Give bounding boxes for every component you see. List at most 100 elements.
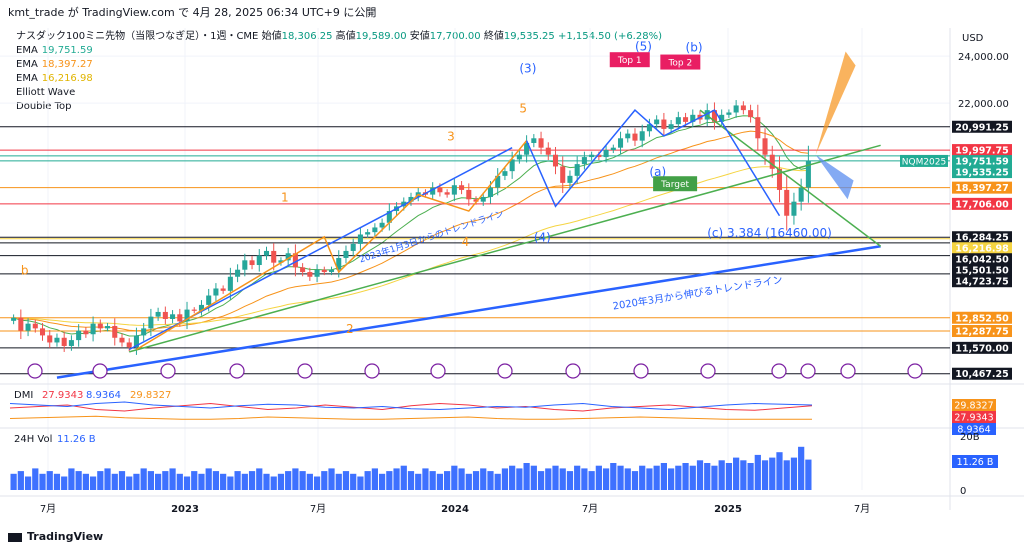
target-badge-label: Target	[660, 180, 689, 190]
volume-bar	[61, 476, 68, 490]
volume-bar	[501, 468, 509, 490]
candle-body	[581, 157, 587, 165]
elliott-wave-blue	[525, 109, 781, 217]
indicator-ema-3[interactable]: EMA 16,216.98	[16, 72, 662, 86]
indicator-elliott-wave[interactable]: Elliott Wave	[16, 86, 662, 100]
volume-bar	[415, 473, 422, 490]
candle-body	[683, 117, 689, 122]
event-marker-icon	[297, 363, 313, 379]
price-tag-label: 14,723.75	[955, 277, 1009, 288]
volume-bar	[451, 465, 458, 490]
price-tag	[952, 341, 1012, 354]
chart-canvas[interactable]: b 1 2 3 4 5 (3) (4) (5) (a) (b) (c) 3.384 (16460.00…	[0, 22, 1024, 528]
volume-bar	[292, 468, 299, 490]
price-tick: 22,000.00	[958, 99, 1009, 110]
candle-body	[126, 342, 132, 348]
volume-bar	[89, 476, 97, 490]
candle-body	[690, 114, 696, 122]
volume-bar	[660, 463, 667, 490]
volume-bar	[191, 471, 198, 490]
candle-body	[495, 175, 501, 188]
candle-body	[18, 317, 24, 331]
volume-bar	[537, 471, 545, 490]
candle-body	[719, 114, 725, 122]
volume-bar	[805, 459, 812, 490]
symbol-badge-label: NQM2025	[902, 157, 947, 167]
indicator-name: Elliott Wave	[16, 87, 76, 98]
indicator-ema-1[interactable]: EMA 19,751.59	[16, 44, 662, 58]
volume-bar	[682, 463, 689, 490]
tradingview-logo: TradingView	[8, 530, 103, 543]
event-marker-icon	[430, 363, 446, 379]
volume-bar	[566, 471, 574, 490]
trendline-2020-label: 2020年3月から伸びるトレンドライン	[612, 273, 784, 313]
time-tick: 7月	[582, 503, 598, 515]
publish-caption: kmt_trade が TradingView.com で 4月 28, 202…	[8, 6, 377, 19]
candle-body	[61, 337, 67, 346]
indicator-ema-2[interactable]: EMA 18,397.27	[16, 58, 662, 72]
volume-bar	[75, 471, 82, 490]
volume-bar	[104, 468, 111, 490]
volume-bar	[321, 471, 328, 490]
candle-body	[466, 189, 472, 200]
volume-bar	[798, 446, 805, 490]
volume-bar	[39, 473, 46, 490]
volume-bar	[342, 471, 350, 490]
volume-bar	[545, 468, 552, 490]
price-tag	[952, 325, 1012, 338]
indicator-double-top[interactable]: Double Top	[16, 100, 662, 114]
volume-bar	[436, 473, 444, 490]
volume-bar	[313, 476, 321, 490]
brand-name: TradingView	[27, 530, 104, 543]
price-tag	[952, 181, 1012, 194]
candle-body	[502, 171, 508, 176]
candle-body	[632, 133, 638, 141]
top-badge	[660, 54, 701, 70]
dmi-pane[interactable]: DMI 27.9343 8.9364 29.832729.832727.93438.9…	[9, 390, 996, 436]
candle-body	[567, 175, 573, 183]
dmi-line	[9, 402, 813, 412]
ema-line	[13, 115, 809, 337]
volume-bar	[17, 471, 24, 490]
candle-body	[524, 142, 530, 155]
event-marker-icon	[497, 363, 513, 379]
volume-pane[interactable]: 24H Vol 11.26 B 20B 0 11.26 B	[10, 432, 999, 497]
candle-body	[170, 314, 176, 319]
candle-body	[141, 328, 147, 336]
candle-body	[487, 187, 494, 197]
price-tag-label: 12,287.75	[955, 327, 1009, 338]
volume-bar	[740, 460, 747, 490]
top-badge-label: Top 1	[617, 56, 642, 66]
candle-body	[726, 112, 732, 115]
candle-body	[661, 119, 667, 129]
time-tick: 7月	[310, 503, 326, 515]
volume-bar	[523, 463, 530, 490]
volume-bar	[176, 473, 183, 490]
volume-bar	[205, 468, 212, 490]
price-tag-label: 11,570.00	[955, 343, 1009, 354]
volume-bar	[371, 468, 378, 490]
volume-bar	[169, 468, 176, 490]
volume-bar	[769, 457, 776, 490]
wave-label: b	[21, 263, 29, 277]
candle-body	[733, 105, 739, 113]
volume-bar	[263, 473, 270, 490]
dmi-label: DMI	[14, 390, 33, 401]
volume-bar	[68, 468, 75, 490]
dmi-scale-tag	[952, 423, 996, 435]
volume-bar	[335, 473, 342, 490]
wave-label: (c) 3.384 (16460.00)	[707, 226, 832, 240]
price-tag-label: 15,501.50	[955, 266, 1009, 277]
candle-body	[249, 260, 255, 266]
open-label: 始値	[261, 31, 282, 42]
volume-bar	[480, 468, 487, 490]
volume-bar	[82, 473, 89, 490]
candle-body	[444, 192, 450, 195]
time-axis[interactable]: 7月 2023 7月 2024 7月 2025 7月	[40, 503, 870, 515]
candle-body	[350, 243, 356, 251]
indicator-value: 19,751.59	[41, 45, 93, 56]
dmi-scale-tag	[952, 399, 996, 411]
candle-body	[610, 147, 616, 151]
volume-bar	[754, 454, 761, 490]
